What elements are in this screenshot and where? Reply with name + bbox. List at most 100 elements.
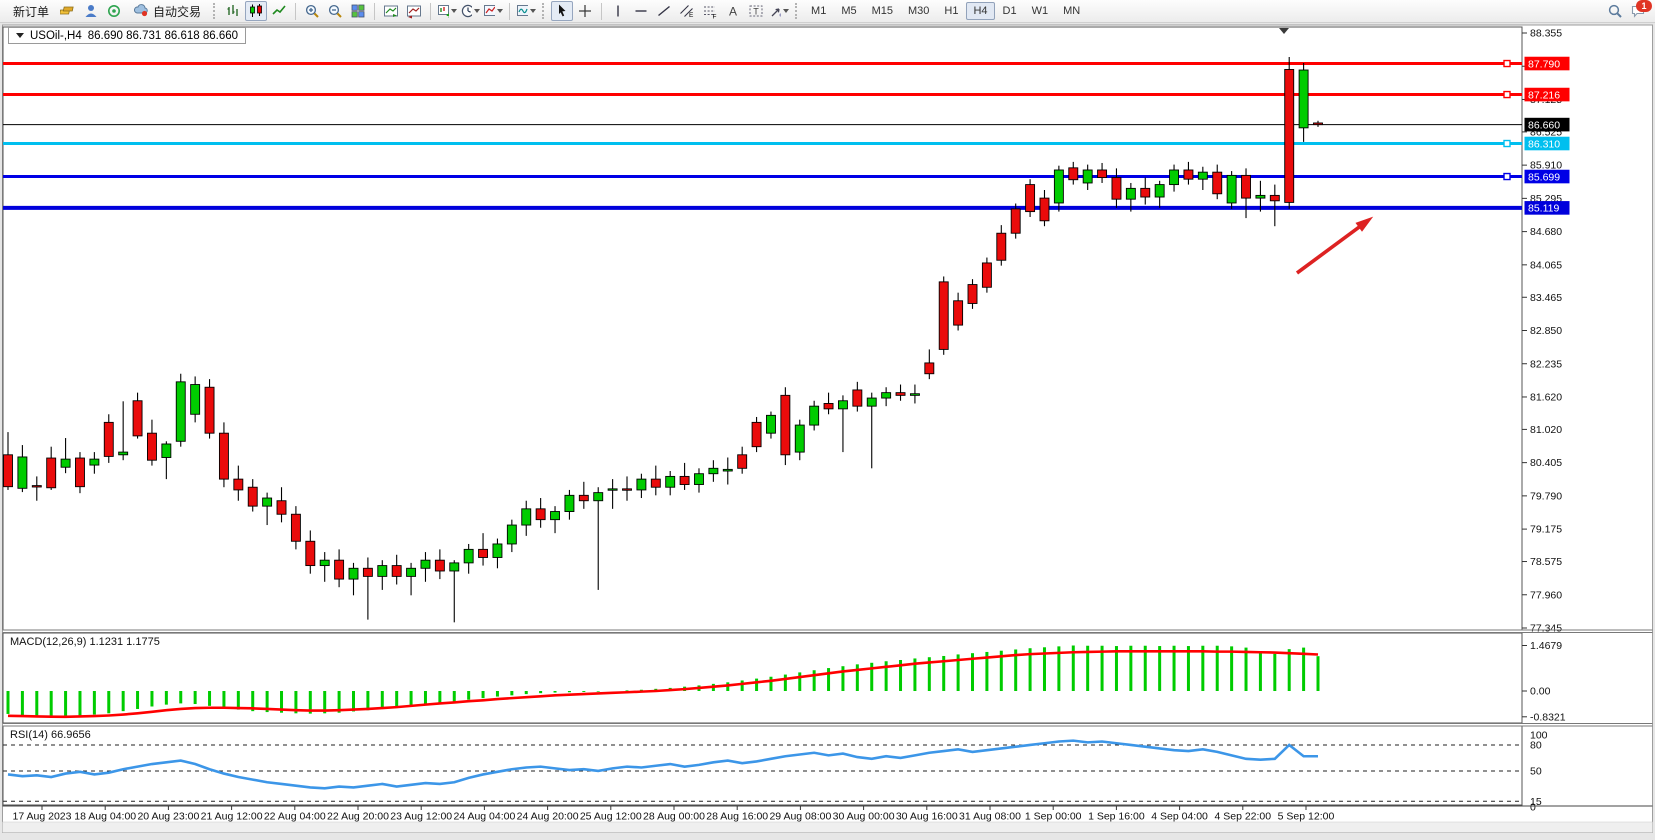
hline-handle[interactable] xyxy=(1503,90,1511,99)
toolbar-grip[interactable] xyxy=(213,3,217,19)
auto-trading-button[interactable]: 自动交易 xyxy=(126,1,208,21)
price-axis-tick-label: 82.850 xyxy=(1530,325,1562,337)
time-axis-tick-label: 1 Sep 16:00 xyxy=(1088,811,1145,823)
vertical-line-icon[interactable] xyxy=(607,1,629,21)
zoom-in-icon[interactable] xyxy=(301,1,323,21)
price-plot[interactable] xyxy=(2,26,1523,631)
chart-shift-marker-icon[interactable] xyxy=(1279,28,1289,34)
new-chart-icon[interactable] xyxy=(436,1,458,21)
notifications-icon[interactable]: 1 xyxy=(1627,0,1652,21)
candle xyxy=(1197,171,1208,180)
cursor-icon[interactable] xyxy=(551,1,574,21)
trend-arrow-annotation[interactable] xyxy=(1295,224,1362,275)
zoom-out-icon[interactable] xyxy=(324,1,346,21)
hline-handle[interactable] xyxy=(1503,139,1511,148)
text-label-icon[interactable]: T xyxy=(745,1,767,21)
signal-icon[interactable] xyxy=(103,1,125,21)
toolbar-grip[interactable] xyxy=(542,3,546,19)
market-watch-icon[interactable] xyxy=(80,1,102,21)
candle xyxy=(780,394,791,456)
horizontal-line-icon[interactable] xyxy=(630,1,652,21)
indicators-list-icon[interactable] xyxy=(515,1,537,21)
candle xyxy=(147,432,157,461)
time-axis-tick-label: 23 Aug 12:00 xyxy=(390,811,452,823)
tab-timeframe-m5[interactable]: M5 xyxy=(841,5,857,17)
candle xyxy=(837,400,848,410)
candle xyxy=(75,457,85,488)
candle xyxy=(204,386,215,434)
hline-handle[interactable] xyxy=(1503,172,1511,181)
hline-label-box xyxy=(1524,56,1570,71)
price-axis-tick-label: 79.790 xyxy=(1530,490,1562,502)
toolbar-grip[interactable] xyxy=(795,3,799,19)
trendline-icon[interactable] xyxy=(653,1,675,21)
candle xyxy=(809,405,820,426)
candle xyxy=(247,486,258,507)
time-axis[interactable] xyxy=(3,806,1522,822)
macd-label: MACD(12,26,9) 1.1231 1.1775 xyxy=(10,636,160,648)
indicator-window-add-icon[interactable] xyxy=(380,1,402,21)
chart-profile-icon[interactable] xyxy=(482,1,504,21)
candle xyxy=(1068,167,1079,181)
rsi-label: RSI(14) 66.9656 xyxy=(10,729,91,741)
price-axis-tick-label: 85.910 xyxy=(1530,160,1562,172)
chart-window[interactable]: USOil-,H4 86.690 86.731 86.618 86.660 88… xyxy=(0,24,1655,835)
candle xyxy=(175,381,186,442)
tab-timeframe-h1[interactable]: H1 xyxy=(944,5,959,17)
main-toolbar: 新订单 自动交易 E F A T M1 M5 M15 M30 H1 H4 D1 … xyxy=(0,0,1655,23)
candle xyxy=(1111,177,1122,200)
search-icon[interactable] xyxy=(1604,1,1626,21)
chart-canvas[interactable]: 88.35587.74087.12586.52585.91085.29584.6… xyxy=(0,24,1655,835)
candle xyxy=(1082,169,1093,184)
tab-timeframe-w1[interactable]: W1 xyxy=(1031,5,1049,17)
clock-icon[interactable] xyxy=(459,1,481,21)
price-axis-tick-label: 77.960 xyxy=(1530,589,1562,601)
fibonacci-icon[interactable]: F xyxy=(699,1,721,21)
time-axis-tick-label: 17 Aug 2023 xyxy=(13,811,72,823)
candle xyxy=(1025,184,1036,213)
tab-timeframe-m30[interactable]: M30 xyxy=(908,5,930,17)
candle xyxy=(564,494,575,512)
tile-windows-icon[interactable] xyxy=(347,1,369,21)
macd-plot[interactable] xyxy=(2,632,1523,724)
time-axis-tick-label: 29 Aug 08:00 xyxy=(769,811,831,823)
gold-seal-icon[interactable] xyxy=(57,1,79,21)
text-icon[interactable]: A xyxy=(722,1,744,21)
candle xyxy=(981,262,992,288)
candle xyxy=(463,548,474,564)
svg-text:F: F xyxy=(713,14,717,20)
tab-timeframe-h4[interactable]: H4 xyxy=(966,2,995,20)
crosshair-icon[interactable] xyxy=(574,1,596,21)
candle xyxy=(161,443,172,458)
tab-timeframe-m1[interactable]: M1 xyxy=(811,5,827,17)
tab-timeframe-m15[interactable]: M15 xyxy=(871,5,893,17)
chart-menu-arrow-icon[interactable] xyxy=(16,33,24,38)
bar-chart-icon[interactable] xyxy=(222,1,244,21)
channel-icon[interactable]: E xyxy=(676,1,698,21)
hline-handle[interactable] xyxy=(1503,59,1511,68)
candle xyxy=(31,485,42,488)
chart-title-box[interactable]: USOil-,H4 86.690 86.731 86.618 86.660 xyxy=(8,27,247,44)
line-chart-icon[interactable] xyxy=(268,1,290,21)
candle xyxy=(377,565,388,577)
indicator-window-icon[interactable] xyxy=(403,1,425,21)
candle xyxy=(1125,187,1136,200)
candle xyxy=(420,559,431,569)
candle xyxy=(1140,187,1151,198)
new-order-button[interactable]: 新订单 xyxy=(13,4,50,19)
auto-trading-label: 自动交易 xyxy=(153,4,202,19)
price-axis-tick-label: 82.235 xyxy=(1530,358,1562,370)
candle xyxy=(1241,174,1251,199)
candle xyxy=(290,513,301,542)
time-axis-tick-label: 24 Aug 04:00 xyxy=(453,811,515,823)
candle xyxy=(1226,174,1237,204)
tab-timeframe-d1[interactable]: D1 xyxy=(1002,5,1017,17)
price-axis[interactable] xyxy=(1523,27,1653,806)
price-axis-tick-label: 77.345 xyxy=(1530,623,1562,635)
candle-chart-icon[interactable] xyxy=(245,1,268,21)
tab-timeframe-mn[interactable]: MN xyxy=(1063,5,1081,17)
candle xyxy=(218,432,229,480)
shapes-icon[interactable] xyxy=(768,1,790,21)
hline-label-box xyxy=(1524,136,1570,151)
rsi-plot[interactable] xyxy=(2,725,1523,806)
